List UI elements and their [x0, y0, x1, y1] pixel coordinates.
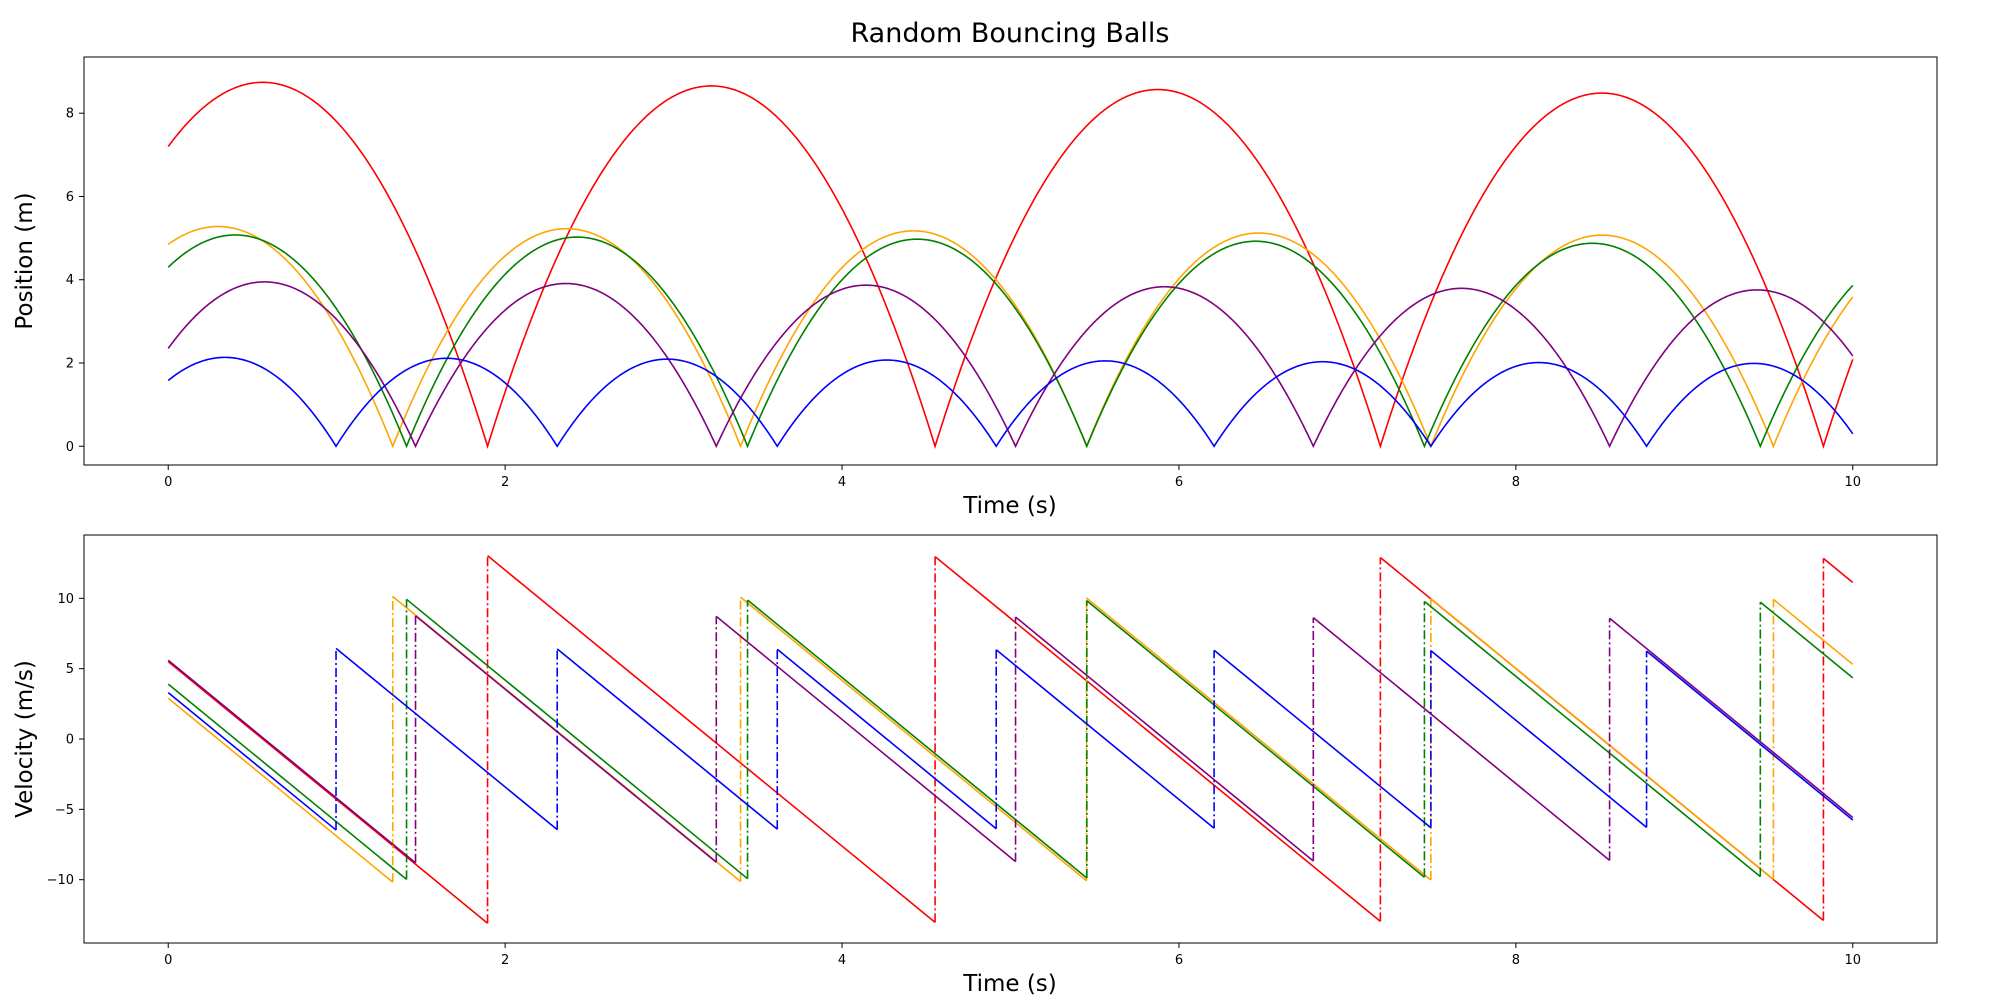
position-series-group: [167, 81, 1854, 449]
velocity-y-tick-label: 0: [66, 733, 74, 748]
velocity-series-segment: [167, 697, 394, 883]
position-x-tick-label: 6: [1175, 475, 1183, 490]
velocity-x-tick-label: 6: [1175, 953, 1183, 968]
position-y-tick-label: 4: [66, 273, 74, 288]
position-axes-frame: [83, 56, 1938, 466]
velocity-series-segment: [995, 649, 1215, 829]
position-x-tick-label: 10: [1844, 475, 1861, 490]
velocity-series-segment: [1759, 601, 1854, 679]
position-x-tick-label: 4: [838, 475, 846, 490]
position-x-tick-label: 0: [164, 475, 172, 490]
position-y-tick-label: 8: [66, 107, 74, 122]
velocity-series-segment: [1772, 598, 1854, 666]
velocity-y-tick-label: −10: [47, 873, 74, 888]
velocity-series-segment: [747, 599, 1088, 879]
position-y-axis-label: Position (m): [12, 192, 38, 329]
velocity-series-segment: [1430, 598, 1774, 880]
velocity-axes-frame: [83, 534, 1938, 944]
velocity-series-segment: [167, 691, 337, 831]
velocity-x-axis-label: Time (s): [962, 971, 1057, 997]
figure-title: Random Bouncing Balls: [851, 18, 1170, 49]
position-series-line: [167, 81, 1854, 449]
position-y-tick-label: 6: [66, 190, 74, 205]
position-chart: 0 2 4 6 8 10 0 2 4 6 8 Time (s) Position (m): [12, 56, 1938, 519]
position-series-line: [167, 234, 1854, 449]
position-series-line: [167, 225, 1854, 449]
position-y-tick-label: 0: [66, 440, 74, 455]
velocity-series-group: [167, 555, 1854, 924]
velocity-series-segment: [776, 648, 997, 830]
position-y-ticks: 0 2 4 6 8: [66, 107, 84, 455]
velocity-x-tick-label: 10: [1844, 953, 1861, 968]
velocity-series-segment: [1086, 597, 1432, 881]
position-series-line: [167, 281, 1854, 449]
position-x-ticks: 0 2 4 6 8 10: [164, 465, 1861, 490]
velocity-series-segment: [1423, 600, 1761, 878]
position-series-line: [167, 356, 1854, 448]
velocity-series-segment: [1213, 649, 1432, 829]
velocity-y-axis-label: Velocity (m/s): [12, 660, 38, 818]
velocity-y-tick-label: 10: [57, 592, 74, 607]
velocity-y-tick-label: −5: [55, 803, 74, 818]
velocity-x-tick-label: 0: [164, 953, 172, 968]
velocity-series-segment: [415, 615, 717, 863]
position-x-tick-label: 2: [501, 475, 509, 490]
velocity-series-segment: [1430, 650, 1648, 828]
velocity-series-segment: [715, 615, 1017, 863]
velocity-y-tick-label: 5: [66, 662, 74, 677]
velocity-y-ticks: −10 −5 0 5 10: [47, 592, 84, 888]
position-y-tick-label: 2: [66, 357, 74, 372]
velocity-x-tick-label: 8: [1512, 953, 1520, 968]
velocity-series-segment: [1822, 557, 1854, 584]
velocity-series-segment: [1015, 616, 1314, 862]
velocity-series-segment: [740, 596, 1088, 882]
velocity-x-tick-label: 4: [838, 953, 846, 968]
velocity-series-segment: [1646, 650, 1854, 821]
velocity-x-tick-label: 2: [501, 953, 509, 968]
velocity-series-segment: [1086, 600, 1425, 878]
velocity-series-segment: [1312, 617, 1611, 861]
velocity-chart: 0 2 4 6 8 10 −10 −5 0 5 10 Time (s) Velocity (m/s…: [12, 534, 1938, 997]
velocity-x-ticks: 0 2 4 6 8 10: [164, 943, 1861, 968]
velocity-series-segment: [556, 648, 778, 830]
velocity-series-segment: [167, 659, 417, 864]
velocity-series-segment: [167, 661, 489, 924]
velocity-series-segment: [167, 683, 408, 881]
velocity-series-segment: [1609, 617, 1854, 819]
velocity-series-segment: [406, 598, 749, 880]
position-x-tick-label: 8: [1512, 475, 1520, 490]
velocity-series-segment: [335, 647, 558, 831]
position-x-axis-label: Time (s): [962, 493, 1057, 519]
velocity-series-segment: [934, 555, 1381, 923]
velocity-series-segment: [487, 555, 936, 923]
